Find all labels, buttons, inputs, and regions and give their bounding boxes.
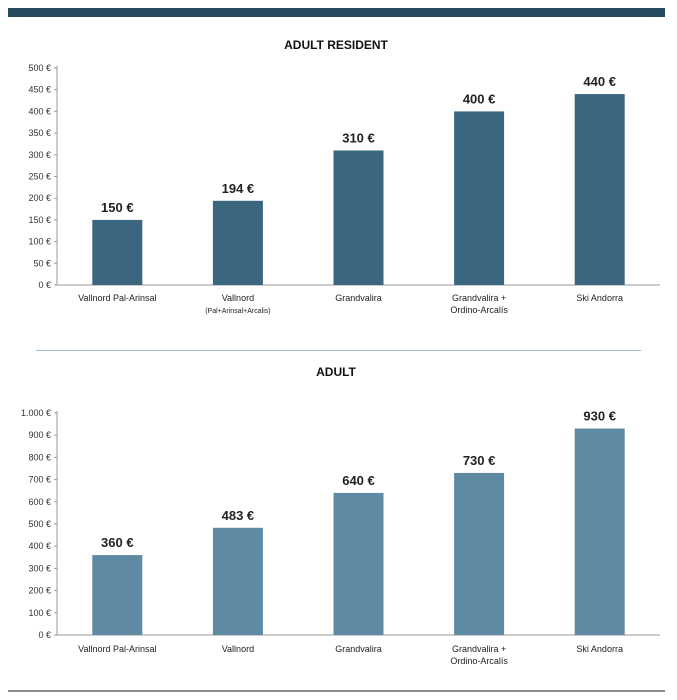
y-tick-label: 800 € bbox=[28, 452, 51, 462]
y-tick-label: 200 € bbox=[28, 586, 51, 596]
bottom-rule bbox=[8, 690, 665, 692]
y-tick-label: 0 € bbox=[38, 630, 51, 640]
bar bbox=[212, 527, 263, 635]
y-tick-label: 500 € bbox=[28, 519, 51, 529]
y-tick-label: 400 € bbox=[28, 106, 51, 116]
bar bbox=[454, 472, 505, 635]
header-bar bbox=[8, 8, 665, 17]
section-divider bbox=[36, 350, 641, 351]
category-label: Grandvalira + bbox=[452, 293, 506, 303]
y-tick-label: 200 € bbox=[28, 193, 51, 203]
bar bbox=[212, 200, 263, 285]
y-tick-label: 100 € bbox=[28, 237, 51, 247]
y-tick-label: 150 € bbox=[28, 215, 51, 225]
chart-title: ADULT bbox=[316, 365, 356, 379]
bar bbox=[92, 219, 143, 285]
y-tick-label: 0 € bbox=[38, 280, 51, 290]
adult-chart: ADULT 0 € 100 € 200 € 300 € 400 € 500 € 600 € 7… bbox=[21, 365, 660, 666]
bar bbox=[574, 94, 625, 285]
y-tick-label: 300 € bbox=[28, 150, 51, 160]
data-label: 730 € bbox=[463, 453, 496, 468]
category-label: Grandvalira bbox=[335, 293, 382, 303]
y-tick-label: 350 € bbox=[28, 128, 51, 138]
category-label: Ordino-Arcalís bbox=[450, 656, 508, 666]
category-label: Ski Andorra bbox=[576, 644, 623, 654]
y-tick-label: 500 € bbox=[28, 63, 51, 73]
data-label: 440 € bbox=[583, 74, 616, 89]
bar bbox=[333, 492, 384, 635]
y-tick-label: 300 € bbox=[28, 563, 51, 573]
bar bbox=[454, 111, 505, 286]
data-label: 360 € bbox=[101, 535, 134, 550]
bar bbox=[92, 555, 143, 635]
y-tick-label: 1.000 € bbox=[21, 408, 51, 418]
y-tick-label: 900 € bbox=[28, 430, 51, 440]
data-label: 310 € bbox=[342, 130, 375, 145]
category-label: Ordino-Arcalís bbox=[450, 305, 508, 315]
category-label: Vallnord bbox=[222, 644, 254, 654]
y-tick-label: 400 € bbox=[28, 541, 51, 551]
category-label: Ski Andorra bbox=[576, 293, 623, 303]
y-tick-label: 50 € bbox=[33, 258, 51, 268]
data-label: 930 € bbox=[583, 409, 616, 424]
bar bbox=[574, 428, 625, 635]
category-label: (Pal+Arinsal+Arcalis) bbox=[205, 308, 270, 315]
bar bbox=[333, 150, 384, 285]
adult-resident-chart: ADULT RESIDENT 0 € 50 € 100 € 150 € 200 € 250… bbox=[28, 38, 660, 315]
data-label: 483 € bbox=[222, 508, 255, 523]
category-label: Grandvalira + bbox=[452, 644, 506, 654]
data-label: 400 € bbox=[463, 91, 496, 106]
chart-title: ADULT RESIDENT bbox=[284, 38, 388, 52]
y-tick-label: 700 € bbox=[28, 475, 51, 485]
y-tick-label: 100 € bbox=[28, 608, 51, 618]
data-label: 194 € bbox=[222, 181, 255, 196]
y-tick-label: 450 € bbox=[28, 85, 51, 95]
y-tick-label: 250 € bbox=[28, 172, 51, 182]
y-tick-label: 600 € bbox=[28, 497, 51, 507]
category-label: Grandvalira bbox=[335, 644, 382, 654]
category-label: Vallnord Pal-Arinsal bbox=[78, 644, 156, 654]
category-label: Vallnord Pal-Arinsal bbox=[78, 293, 156, 303]
data-label: 640 € bbox=[342, 473, 375, 488]
category-label: Vallnord bbox=[222, 293, 254, 303]
data-label: 150 € bbox=[101, 200, 134, 215]
